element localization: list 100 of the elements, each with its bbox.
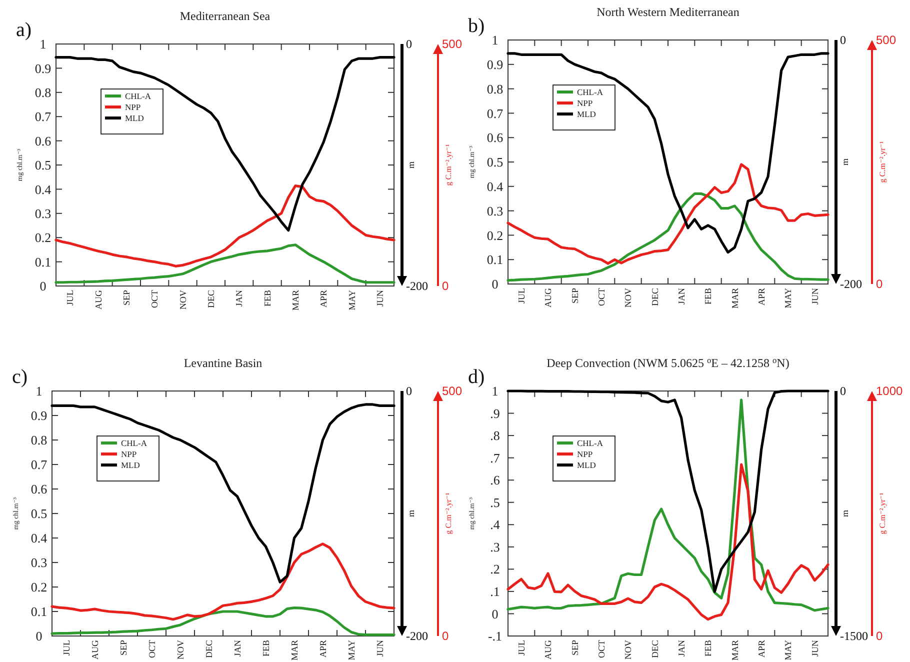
x-tick-label: MAR	[290, 290, 301, 311]
x-tick-label: SEP	[570, 288, 580, 304]
x-tick-label: NOV	[623, 288, 634, 308]
y-tick-label: 0.7	[30, 457, 48, 472]
y-tick-label: 0.1	[34, 254, 52, 270]
y-tick-label: 0	[492, 276, 498, 292]
y-tick-label: 0.6	[30, 482, 48, 497]
y3-axis-title: g C.m⁻².yr⁻¹	[878, 140, 887, 183]
y2-tick-label: -200	[406, 279, 428, 294]
x-tick-label: AUG	[93, 290, 104, 310]
y2-axis-title: m	[840, 158, 850, 166]
y3-axis-title: g C.m⁻².yr⁻¹	[444, 144, 453, 186]
x-tick-label: DEC	[650, 640, 660, 658]
y3-tick-label: 0	[442, 629, 449, 644]
legend-label: MLD	[577, 108, 596, 119]
y-tick-label: 0.4	[486, 178, 504, 194]
y-tick-label: 0.4	[34, 182, 52, 197]
y-tick-label: 0.2	[486, 228, 504, 243]
x-tick-label: JUL	[516, 288, 526, 304]
y-tick-label: .9	[490, 406, 500, 421]
y2-axis-title: m	[406, 161, 416, 169]
y-tick-label: 0.8	[486, 81, 504, 96]
x-tick-label: AUG	[543, 640, 554, 660]
y2-tick-label: -1500	[840, 629, 868, 644]
y-tick-label: 0.3	[486, 203, 504, 218]
legend-label: NPP	[577, 448, 593, 459]
y3-axis-title: g C.m⁻².yr⁻¹	[878, 492, 887, 534]
x-tick-label: MAY	[783, 288, 794, 308]
y-tick-label: 1	[492, 384, 498, 399]
x-tick-label: APR	[756, 640, 766, 658]
legend-label: CHL-A	[577, 438, 604, 448]
y2-tick-label: -200	[406, 629, 428, 644]
x-tick-label: JAN	[676, 288, 686, 305]
y-tick-label: 0.8	[34, 84, 52, 100]
x-tick-label: JUN	[374, 640, 385, 657]
y-tick-label: 0.9	[486, 56, 504, 72]
line-series	[506, 192, 830, 282]
y-tick-label: 1	[40, 36, 46, 52]
legend-label: CHL-A	[121, 438, 148, 448]
x-tick-label: FEB	[260, 640, 271, 657]
x-tick-label: FEB	[262, 290, 272, 307]
x-tick-label: NOV	[623, 640, 634, 660]
y-tick-label: 0.6	[34, 133, 52, 148]
y-tick-label: 0.2	[30, 580, 48, 595]
x-tick-label: JUN	[810, 640, 820, 657]
text: b)	[468, 15, 485, 37]
legend-label: CHL-A	[125, 90, 152, 101]
y3-axis-title: g C.m⁻².yr⁻¹	[444, 492, 453, 534]
line-series	[54, 184, 396, 268]
y2-tick-label: 0	[406, 37, 412, 52]
x-tick-label: OCT	[596, 640, 606, 658]
y3-tick-label: 500	[442, 384, 462, 398]
x-tick-label: MAY	[346, 640, 356, 660]
y-tick-label: 0.3	[34, 206, 52, 221]
x-tick-label: FEB	[703, 640, 714, 657]
x-tick-label: APR	[318, 290, 329, 308]
y-tick-label: 0	[492, 606, 498, 622]
y3-tick-label: 500	[442, 37, 462, 52]
line-series	[50, 542, 396, 621]
x-tick-label: JUL	[65, 290, 76, 306]
x-tick-label: JAN	[234, 290, 244, 307]
y-tick-label: 0.1	[486, 252, 504, 268]
y2-axis-title: m	[840, 510, 850, 518]
x-tick-label: DEC	[204, 640, 214, 658]
x-tick-label: MAR	[730, 640, 740, 661]
x-tick-label: AUG	[543, 288, 554, 308]
y-tick-label: .7	[490, 450, 500, 466]
y-tick-label: .8	[490, 428, 500, 444]
x-tick-label: JUN	[375, 290, 386, 307]
y-tick-label: 0.9	[34, 60, 52, 76]
y-tick-label: 0.7	[34, 109, 52, 124]
x-tick-label: DEC	[206, 290, 216, 308]
y2-tick-label: 0	[840, 384, 846, 398]
y-tick-label: 0.5	[30, 506, 48, 522]
y-tick-label: 0.3	[30, 555, 48, 570]
legend-label: MLD	[121, 460, 140, 470]
y-tick-label: 1	[36, 384, 42, 399]
y-tick-label: 0.4	[30, 530, 48, 546]
chart-title: North Western Mediterranean	[596, 5, 740, 19]
y-tick-label: -.1	[488, 628, 502, 644]
x-tick-label: JAN	[232, 640, 242, 657]
chart-title: Mediterranean Sea	[180, 9, 271, 23]
y-tick-label: 0.1	[30, 604, 48, 620]
y3-tick-label: 0	[876, 629, 883, 644]
y-tick-label: 0.9	[30, 408, 48, 424]
line-series	[506, 163, 830, 265]
x-tick-label: OCT	[596, 288, 606, 306]
y-tick-label: 0.8	[30, 432, 48, 448]
x-tick-label: OCT	[146, 640, 157, 658]
x-tick-label: FEB	[703, 288, 714, 305]
x-tick-label: NOV	[178, 290, 188, 310]
legend-label: NPP	[577, 98, 593, 108]
x-tick-label: JUL	[61, 640, 72, 656]
x-tick-label: APR	[756, 288, 766, 306]
y-tick-label: 0	[36, 628, 42, 644]
text: a)	[16, 19, 32, 41]
y2-tick-label: 0	[840, 33, 846, 48]
line-series	[506, 52, 830, 254]
x-tick-label: JUL	[516, 640, 526, 656]
y-tick-label: 0.7	[486, 106, 504, 121]
